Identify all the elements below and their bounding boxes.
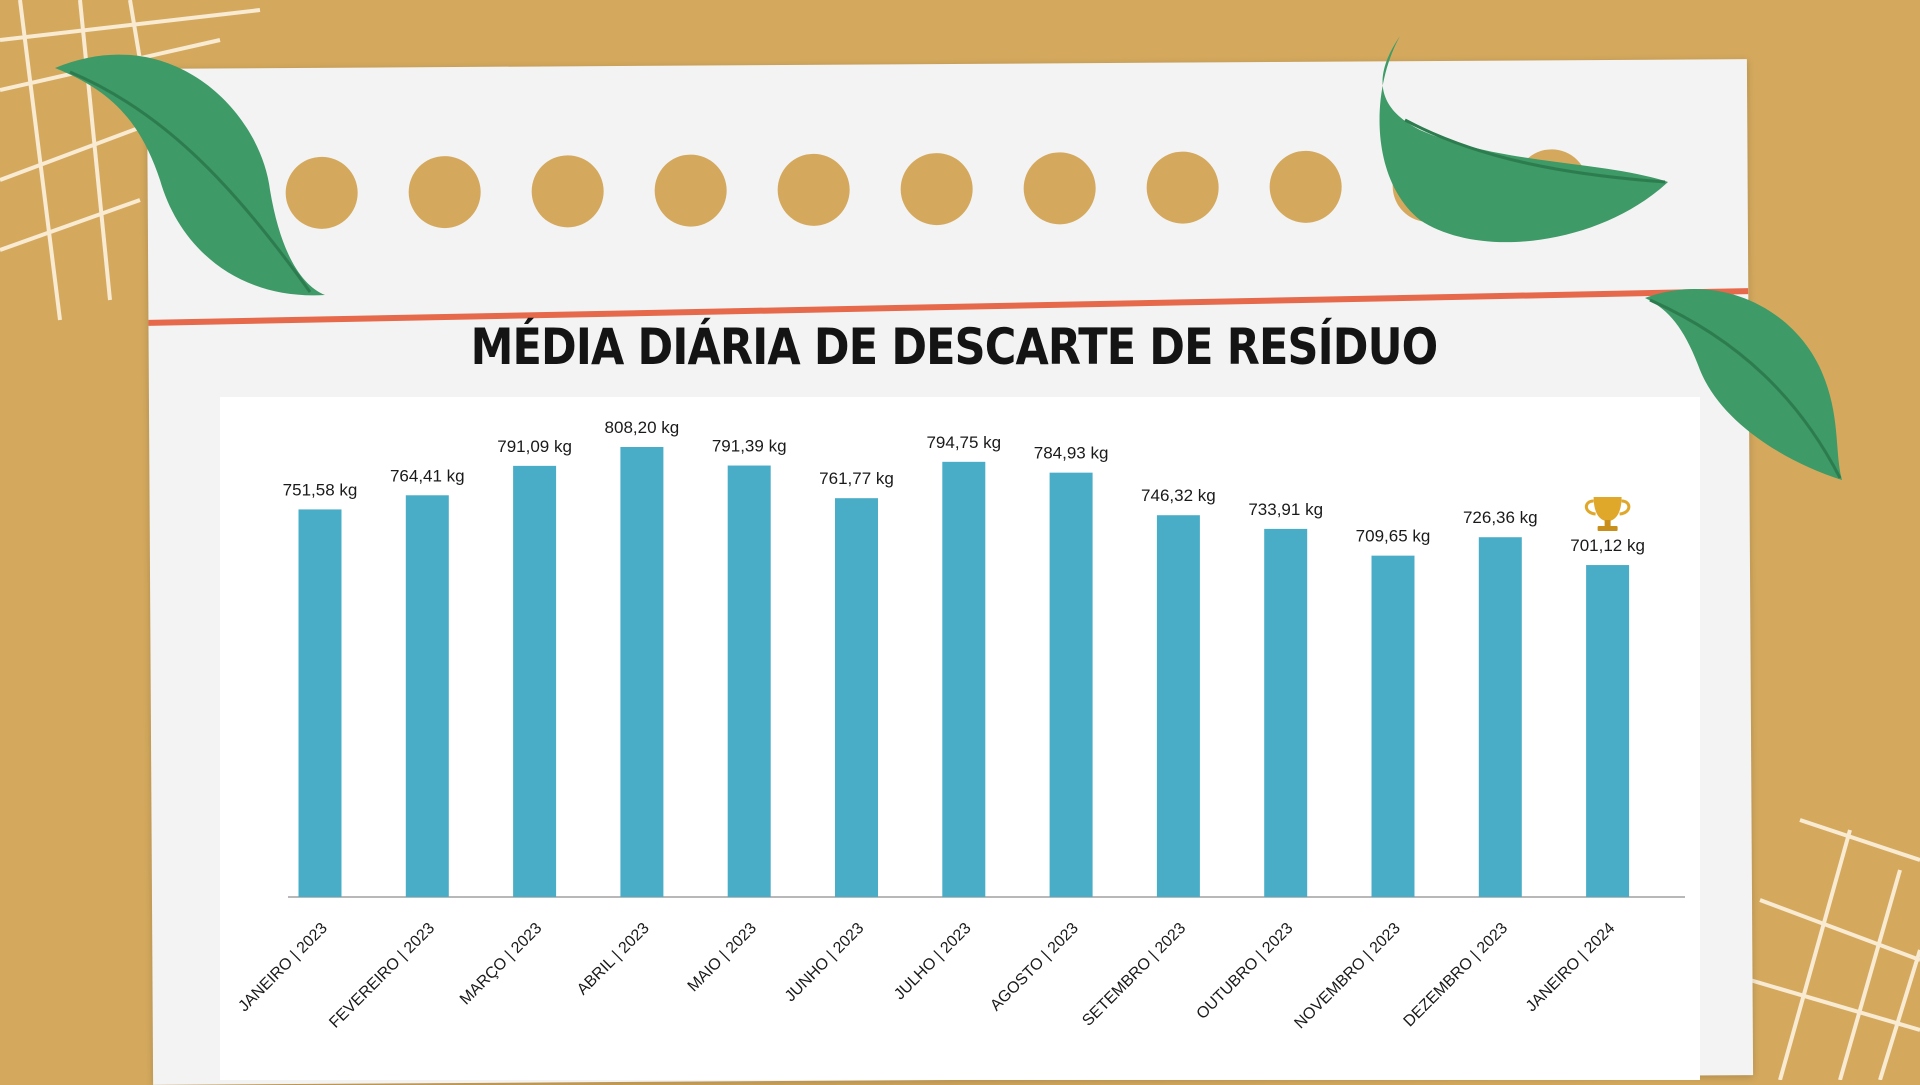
data-label: 784,93 kg [1034, 444, 1109, 463]
data-label: 761,77 kg [819, 469, 894, 488]
bar [835, 498, 878, 897]
bar [1264, 528, 1308, 897]
data-label: 701,12 kg [1570, 536, 1645, 555]
bar [1371, 555, 1415, 897]
data-label: 764,41 kg [390, 466, 465, 485]
binder-hole [900, 153, 973, 226]
binder-hole [1146, 151, 1219, 224]
trophy-icon [1584, 497, 1631, 532]
binder-hole [777, 153, 850, 226]
data-label: 746,32 kg [1141, 486, 1216, 505]
bar [405, 495, 449, 897]
chart-title: MÉDIA DIÁRIA DE DESCARTE DE RESÍDUO [470, 318, 1439, 376]
data-label: 794,75 kg [926, 433, 1001, 452]
chart-panel: 751,58 kg JANEIRO | 2023 764,41 kg FEVEREIR… [220, 397, 1700, 1080]
data-label: 791,09 kg [497, 437, 572, 456]
bar [1049, 472, 1093, 897]
binder-hole [285, 156, 358, 229]
data-label: 709,65 kg [1356, 527, 1431, 546]
binder-hole [1023, 152, 1096, 225]
data-label: 808,20 kg [605, 418, 680, 437]
binder-hole [1269, 150, 1342, 223]
bar [727, 465, 771, 897]
bar [1586, 565, 1630, 897]
binder-hole [408, 156, 481, 229]
data-label: 733,91 kg [1248, 500, 1323, 519]
bar [1478, 537, 1522, 897]
leaf-top-left [55, 54, 325, 296]
bar [620, 447, 664, 897]
bar [298, 509, 342, 897]
bar [513, 465, 557, 897]
leaf-top-right [1379, 36, 1668, 243]
bar [1156, 515, 1200, 897]
grid-doodle-bottom-right [1749, 818, 1920, 1080]
bar [942, 461, 986, 897]
data-label: 726,36 kg [1463, 508, 1538, 527]
binder-hole [531, 155, 604, 228]
data-label: 791,39 kg [712, 437, 787, 456]
binder-hole [654, 154, 727, 227]
red-margin-line [148, 288, 1749, 326]
data-label: 751,58 kg [283, 480, 358, 499]
leaf-right [1645, 288, 1842, 480]
